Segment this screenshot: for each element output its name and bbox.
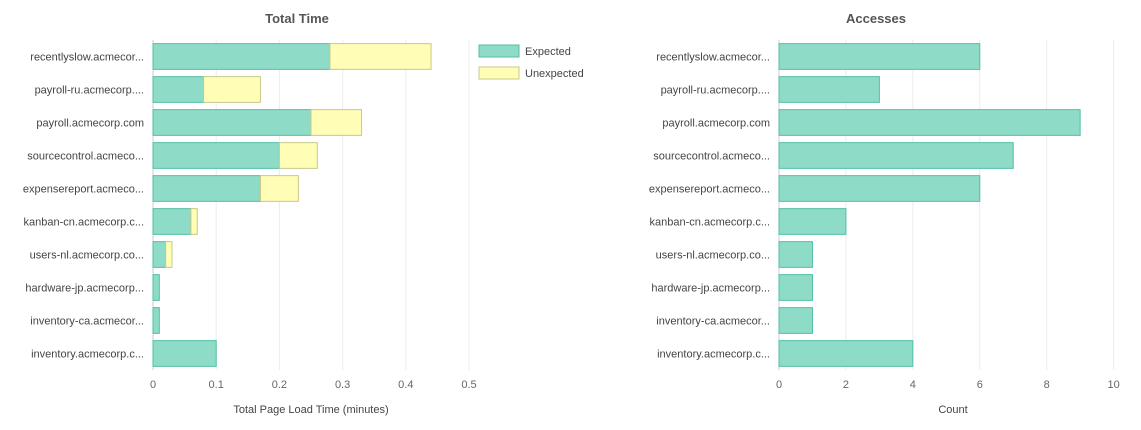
- bar-expected: [152, 208, 192, 235]
- bar: [778, 175, 981, 202]
- bar-unexpected: [259, 175, 299, 202]
- x-tick-label: 0: [776, 379, 782, 391]
- x-tick-label: 0.3: [335, 379, 350, 391]
- x-tick-label: 4: [910, 379, 916, 391]
- x-tick-label: 6: [977, 379, 983, 391]
- total-time-title: Total Time: [265, 11, 329, 26]
- bar-expected: [152, 175, 261, 202]
- x-tick-label: 10: [1107, 379, 1119, 391]
- legend-label-expected: Expected: [525, 46, 571, 58]
- bar: [778, 340, 914, 367]
- category-label: expensereport.acmeco...: [23, 184, 144, 196]
- x-tick-label: 0.2: [272, 379, 287, 391]
- bar-expected: [152, 142, 280, 169]
- accesses-title: Accesses: [846, 11, 906, 26]
- category-label: hardware-jp.acmecorp...: [651, 283, 770, 295]
- x-tick-label: 0.5: [461, 379, 476, 391]
- bar-unexpected: [329, 43, 432, 70]
- bar-expected: [152, 340, 217, 367]
- bar-unexpected: [310, 109, 363, 136]
- bar: [778, 241, 813, 268]
- bar-unexpected: [203, 76, 261, 103]
- category-label: recentlyslow.acmecor...: [30, 52, 144, 64]
- bar-unexpected: [165, 241, 173, 268]
- category-label: inventory.acmecorp.c...: [31, 349, 144, 361]
- category-label: inventory-ca.acmecor...: [30, 316, 144, 328]
- x-tick-label: 8: [1044, 379, 1050, 391]
- category-label: sourcecontrol.acmeco...: [27, 151, 144, 163]
- category-label: inventory-ca.acmecor...: [656, 316, 770, 328]
- bar-expected: [152, 274, 160, 301]
- accesses-chart: Accesses Count 0 2 4 6 8 10 recentlyslow.acmec…: [649, 11, 1120, 416]
- x-tick-label: 0: [150, 379, 156, 391]
- bar: [778, 142, 1014, 169]
- category-label: hardware-jp.acmecorp...: [25, 283, 144, 295]
- bar-expected: [152, 43, 331, 70]
- bar-unexpected: [278, 142, 318, 169]
- category-label: payroll-ru.acmecorp....: [35, 85, 144, 97]
- category-label: payroll.acmecorp.com: [36, 118, 144, 130]
- accesses-grid: [778, 40, 1115, 370]
- category-label: payroll-ru.acmecorp....: [661, 85, 770, 97]
- category-label: sourcecontrol.acmeco...: [653, 151, 770, 163]
- legend-swatch-unexpected: [478, 66, 520, 80]
- legend-swatch-expected: [478, 44, 520, 58]
- x-tick-label: 2: [843, 379, 849, 391]
- bar-expected: [152, 241, 167, 268]
- category-label: kanban-cn.acmecorp.c...: [650, 217, 770, 229]
- accesses-x-axis-title: Count: [938, 404, 967, 416]
- category-label: payroll.acmecorp.com: [662, 118, 770, 130]
- total-time-x-axis-title: Total Page Load Time (minutes): [233, 404, 388, 416]
- x-tick-label: 0.4: [398, 379, 413, 391]
- bar-expected: [152, 76, 205, 103]
- x-tick-label: 0.1: [209, 379, 224, 391]
- bar-expected: [152, 109, 312, 136]
- bar-unexpected: [190, 208, 198, 235]
- bar: [778, 43, 981, 70]
- total-time-legend: Expected Unexpected: [478, 44, 584, 80]
- category-label: users-nl.acmecorp.co...: [656, 250, 770, 262]
- bar-expected: [152, 307, 160, 334]
- bar: [778, 76, 880, 103]
- category-label: inventory.acmecorp.c...: [657, 349, 770, 361]
- category-label: users-nl.acmecorp.co...: [30, 250, 144, 262]
- bar: [778, 109, 1081, 136]
- category-label: kanban-cn.acmecorp.c...: [24, 217, 144, 229]
- category-label: recentlyslow.acmecor...: [656, 52, 770, 64]
- legend-label-unexpected: Unexpected: [525, 68, 584, 80]
- total-time-chart: Total Time Total Page Load Time (minutes…: [23, 11, 584, 416]
- bar: [778, 208, 847, 235]
- bar: [778, 274, 813, 301]
- category-label: expensereport.acmeco...: [649, 184, 770, 196]
- bar: [778, 307, 813, 334]
